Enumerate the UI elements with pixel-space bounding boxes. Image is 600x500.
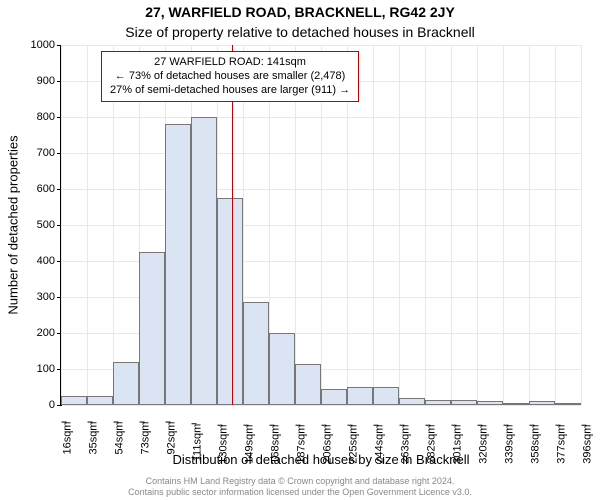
x-tick-label: 187sqm xyxy=(290,425,308,464)
callout-line3: 27% of semi-detached houses are larger (… xyxy=(110,84,350,98)
y-tick-label: 100 xyxy=(37,363,61,375)
gridline-v xyxy=(87,45,88,405)
x-tick-label: 339sqm xyxy=(498,425,516,464)
y-tick-label: 0 xyxy=(49,399,61,411)
gridline-v xyxy=(61,45,62,405)
gridline-v xyxy=(477,45,478,405)
callout-line2: ← 73% of detached houses are smaller (2,… xyxy=(110,70,350,84)
y-tick-label: 900 xyxy=(37,75,61,87)
histogram-bar xyxy=(529,401,555,405)
histogram-bar xyxy=(165,124,191,405)
histogram-bar xyxy=(295,364,321,405)
x-tick-label: 396sqm xyxy=(576,425,594,464)
x-tick-label: 73sqm xyxy=(134,422,152,455)
histogram-bar xyxy=(139,252,165,405)
x-tick-label: 301sqm xyxy=(446,425,464,464)
y-tick-label: 200 xyxy=(37,327,61,339)
x-tick-label: 358sqm xyxy=(524,425,542,464)
x-tick-label: 206sqm xyxy=(316,425,334,464)
histogram-bar xyxy=(373,387,399,405)
footer-line1: Contains HM Land Registry data © Crown c… xyxy=(0,476,600,487)
histogram-bar xyxy=(113,362,139,405)
x-tick-label: 263sqm xyxy=(394,425,412,464)
x-tick-label: 54sqm xyxy=(108,422,126,455)
histogram-bar xyxy=(477,401,503,405)
histogram-bar xyxy=(321,389,347,405)
x-tick-label: 244sqm xyxy=(368,425,386,464)
histogram-bar xyxy=(503,403,529,405)
x-tick-label: 130sqm xyxy=(212,425,230,464)
y-axis-label: Number of detached properties xyxy=(6,135,21,314)
x-tick-label: 377sqm xyxy=(550,425,568,464)
x-tick-label: 16sqm xyxy=(56,422,74,455)
histogram-bar xyxy=(451,400,477,405)
gridline-h xyxy=(61,405,581,406)
callout-line1: 27 WARFIELD ROAD: 141sqm xyxy=(110,56,350,70)
gridline-v xyxy=(581,45,582,405)
gridline-v xyxy=(529,45,530,405)
gridline-v xyxy=(373,45,374,405)
histogram-bar xyxy=(347,387,373,405)
callout-box: 27 WARFIELD ROAD: 141sqm ← 73% of detach… xyxy=(101,51,359,102)
y-tick-label: 700 xyxy=(37,147,61,159)
x-tick-label: 168sqm xyxy=(264,425,282,464)
gridline-v xyxy=(451,45,452,405)
histogram-bar xyxy=(269,333,295,405)
footer-attribution: Contains HM Land Registry data © Crown c… xyxy=(0,476,600,498)
y-tick-label: 400 xyxy=(37,255,61,267)
histogram-bar xyxy=(555,403,581,405)
x-tick-label: 225sqm xyxy=(342,425,360,464)
x-tick-label: 149sqm xyxy=(238,425,256,464)
gridline-v xyxy=(503,45,504,405)
histogram-bar xyxy=(87,396,113,405)
gridline-v xyxy=(555,45,556,405)
gridline-v xyxy=(425,45,426,405)
chart-container: 27, WARFIELD ROAD, BRACKNELL, RG42 2JY S… xyxy=(0,0,600,500)
y-tick-label: 300 xyxy=(37,291,61,303)
chart-subtitle: Size of property relative to detached ho… xyxy=(0,24,600,40)
x-tick-label: 35sqm xyxy=(82,422,100,455)
x-tick-label: 111sqm xyxy=(186,424,204,462)
y-tick-label: 1000 xyxy=(31,39,61,51)
chart-title: 27, WARFIELD ROAD, BRACKNELL, RG42 2JY xyxy=(0,4,600,20)
histogram-bar xyxy=(399,398,425,405)
x-tick-label: 92sqm xyxy=(160,422,178,455)
plot-area: Number of detached properties Distributi… xyxy=(60,45,581,406)
x-tick-label: 320sqm xyxy=(472,425,490,464)
y-tick-label: 500 xyxy=(37,219,61,231)
y-tick-label: 800 xyxy=(37,111,61,123)
histogram-bar xyxy=(217,198,243,405)
gridline-v xyxy=(399,45,400,405)
histogram-bar xyxy=(191,117,217,405)
histogram-bar xyxy=(425,400,451,405)
histogram-bar xyxy=(61,396,87,405)
y-tick-label: 600 xyxy=(37,183,61,195)
x-tick-label: 282sqm xyxy=(420,425,438,464)
footer-line2: Contains public sector information licen… xyxy=(0,487,600,498)
histogram-bar xyxy=(243,302,269,405)
